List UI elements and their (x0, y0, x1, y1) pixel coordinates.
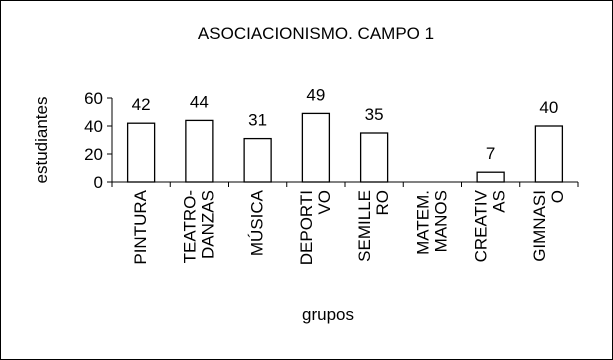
x-tick-label: MATEM.MANOS (413, 190, 450, 255)
x-tick-label: GIMNASIO (530, 190, 567, 262)
bar (185, 119, 214, 183)
x-tick-label-line: MANOS (431, 190, 450, 252)
x-tick-label: MÚSICA (248, 189, 267, 256)
x-tick-label-line: CREATIV (472, 189, 491, 262)
data-label: 7 (486, 144, 495, 163)
x-tick-label-line: DEPORTI (297, 190, 316, 265)
x-tick-label-line: DANZAS (198, 190, 217, 259)
y-axis-label: estudiantes (32, 97, 51, 184)
x-axis-label: grupos (302, 305, 354, 324)
bar (126, 122, 156, 183)
bar (534, 125, 564, 183)
data-label: 42 (132, 95, 151, 114)
x-tick-label-line: MÚSICA (248, 189, 267, 256)
x-tick-label-line: MATEM. (413, 190, 432, 255)
y-tick-label: 60 (84, 89, 103, 108)
y-tick-label: 20 (84, 145, 103, 164)
data-label: 35 (365, 105, 384, 124)
y-tick-label: 0 (94, 173, 103, 192)
x-tick-label-line: PINTURA (131, 189, 150, 264)
bar (476, 171, 505, 183)
x-tick-label-line: VO (315, 190, 334, 215)
x-tick-label: DEPORTIVO (297, 190, 334, 265)
plot-area: 0 20 40 60 42 PINTURA 44 TEATRO-DANZAS 31 MÚSICA 4… (84, 85, 579, 265)
bar (301, 112, 331, 183)
y-tick-label: 40 (84, 117, 103, 136)
bar (359, 132, 389, 183)
data-label: 49 (306, 85, 325, 104)
x-tick-label: PINTURA (131, 189, 150, 264)
x-tick-label: TEATRO-DANZAS (180, 190, 217, 263)
data-label: 31 (248, 111, 267, 130)
x-tick-label: CREATIVAS (472, 189, 509, 262)
x-tick-label-line: GIMNASI (530, 190, 549, 262)
data-label: 44 (190, 92, 209, 111)
x-tick-label-line: TEATRO- (180, 190, 199, 263)
bar (243, 137, 272, 183)
x-tick-label-line: O (548, 190, 567, 203)
data-label: 40 (539, 98, 558, 117)
x-tick-label: SEMILLERO (355, 190, 392, 262)
chart-title: ASOCIACIONISMO. CAMPO 1 (198, 24, 434, 43)
x-tick-label-line: SEMILLE (355, 190, 374, 262)
x-tick-label-line: RO (373, 190, 392, 216)
x-tick-label-line: AS (490, 190, 509, 213)
